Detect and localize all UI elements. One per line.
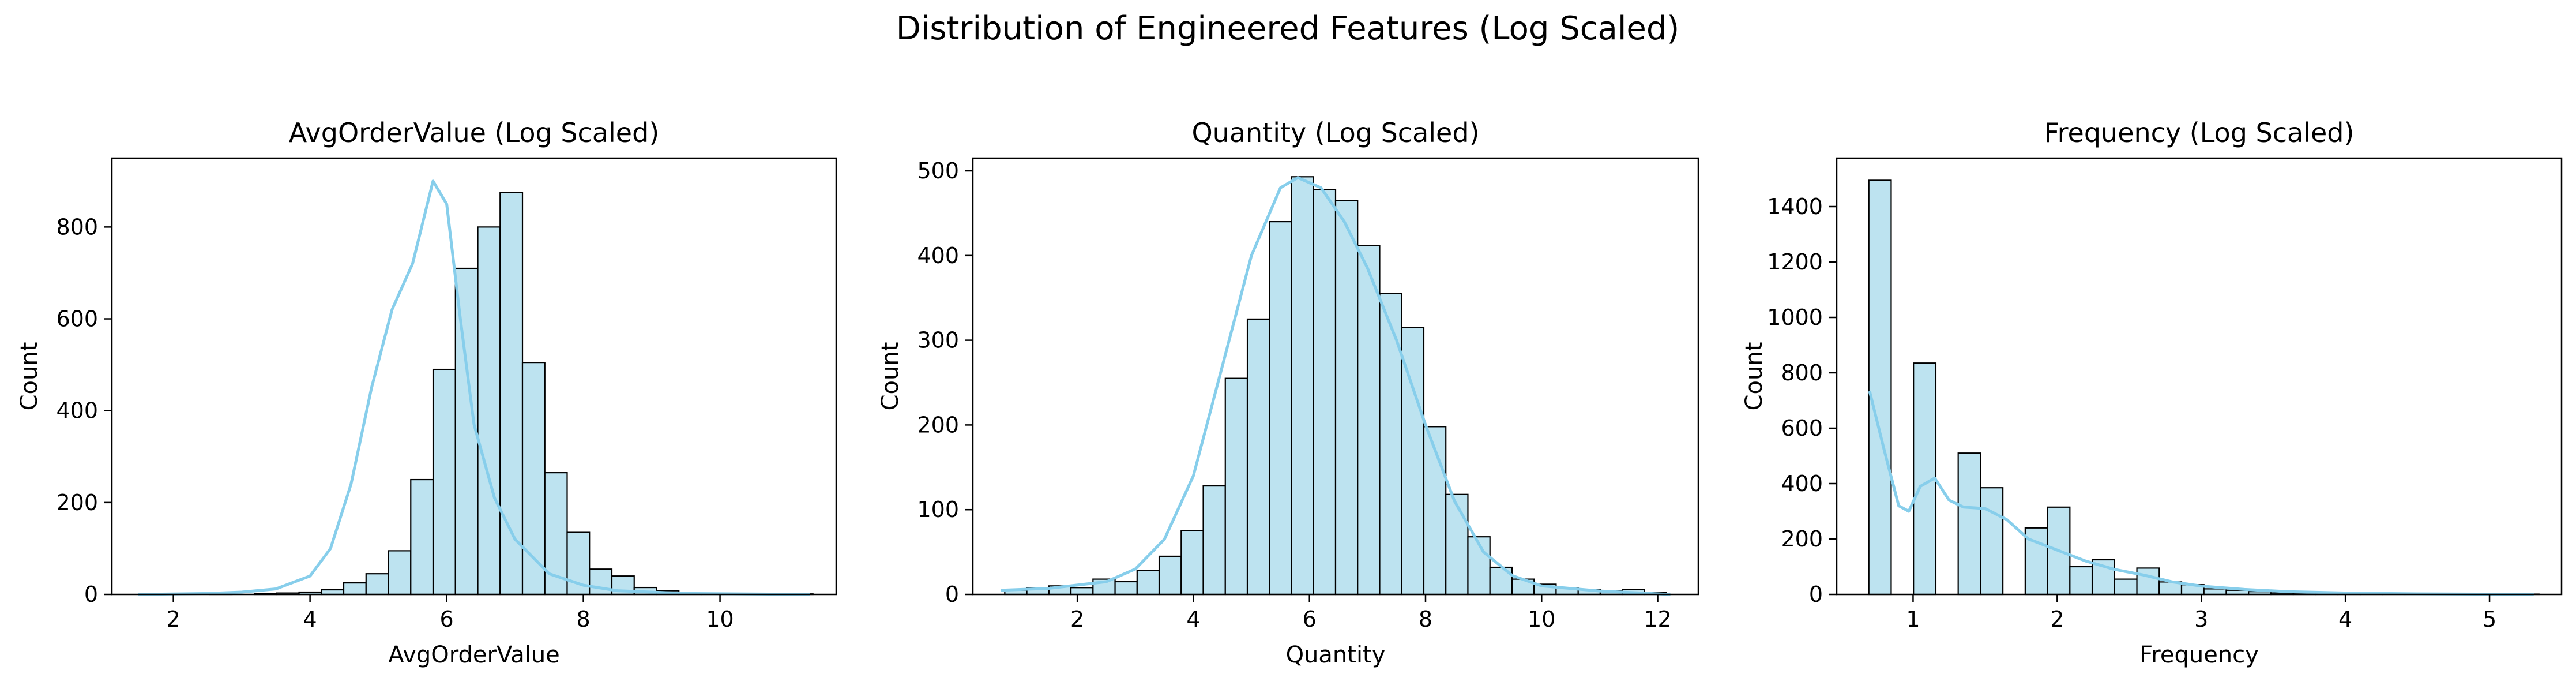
y-tick-label: 300 (917, 328, 959, 353)
y-tick-label: 200 (917, 412, 959, 437)
figure-title: Distribution of Engineered Features (Log… (896, 10, 1680, 47)
x-tick-label: 2 (167, 607, 180, 632)
y-tick-label: 400 (56, 398, 98, 424)
kde-line (1000, 176, 1671, 596)
x-tick-label: 6 (440, 607, 454, 632)
x-tick-label: 4 (2338, 607, 2352, 632)
y-tick-label: 100 (917, 497, 959, 522)
histogram-bar (1313, 189, 1337, 596)
histogram-bar (1980, 487, 2004, 596)
y-tick-label: 1400 (1767, 194, 1823, 219)
y-tick-label: 600 (1781, 416, 1823, 441)
histogram-bar (1269, 220, 1292, 596)
histogram-bar (1379, 293, 1402, 596)
histogram-bars (1004, 176, 1667, 596)
y-axis-label: Count (877, 342, 904, 411)
subplot-title: Frequency (Log Scaled) (2044, 117, 2355, 148)
histogram-bar (1246, 318, 1270, 596)
x-axis-label: Frequency (2139, 642, 2259, 668)
axes-frame (1836, 157, 2563, 596)
x-axis-label: AvgOrderValue (388, 642, 560, 668)
histogram-bar (2136, 567, 2160, 596)
x-tick-label: 4 (303, 607, 317, 632)
x-tick-label: 5 (2483, 607, 2496, 632)
subplot-title: Quantity (Log Scaled) (1191, 117, 1479, 148)
histogram-bar (1070, 587, 1094, 596)
histogram-bar (388, 550, 412, 596)
histogram-bar (1868, 179, 1892, 596)
x-tick-label: 1 (1906, 607, 1920, 632)
histogram-bar (432, 368, 456, 596)
y-tick-label: 400 (1781, 471, 1823, 496)
kde-line (137, 179, 811, 596)
y-tick-label: 200 (56, 490, 98, 515)
x-tick-label: 3 (2194, 607, 2208, 632)
x-tick-label: 2 (1070, 607, 1084, 632)
y-tick-label: 500 (917, 158, 959, 184)
y-tick-label: 1200 (1767, 249, 1823, 275)
x-tick-label: 8 (576, 607, 590, 632)
histogram-bar (1957, 452, 1981, 596)
histogram-bar (1445, 493, 1469, 596)
y-tick-label: 0 (1809, 582, 1823, 607)
y-tick-label: 1000 (1767, 305, 1823, 330)
x-tick-label: 10 (706, 607, 734, 632)
kde-line (1868, 391, 2534, 596)
x-tick-label: 2 (2050, 607, 2064, 632)
x-tick-label: 8 (1419, 607, 1432, 632)
y-tick-label: 0 (945, 582, 959, 607)
histogram-bar (499, 192, 524, 596)
histogram-bar (410, 478, 434, 596)
histogram-bars (1868, 179, 2540, 596)
histogram-bar (1180, 530, 1204, 596)
subplot-frequency: 1 2 3 4 5 0 200 400 600 800 1000 1200 1400 Frequency … (1741, 117, 2563, 668)
axes-frame (972, 157, 1699, 596)
x-tick-label: 10 (1528, 607, 1555, 632)
histogram-bar (1357, 245, 1381, 596)
y-tick-label: 0 (84, 582, 98, 607)
y-tick-label: 400 (917, 243, 959, 268)
y-tick-label: 200 (1781, 526, 1823, 552)
histogram-bar (2203, 588, 2227, 596)
y-tick-label: 600 (56, 306, 98, 332)
subplot-quantity: 2 4 6 8 10 12 0 100 200 300 400 500 Quantity (Log Sc… (877, 117, 1699, 668)
histogram-bar (365, 573, 389, 596)
histogram-bar (1291, 176, 1314, 596)
y-axis-label: Count (16, 342, 43, 411)
histogram-bar (2114, 578, 2138, 596)
histogram-bars (142, 192, 814, 596)
x-tick-label: 6 (1303, 607, 1317, 632)
histogram-bar (1158, 555, 1182, 596)
x-tick-label: 12 (1644, 607, 1671, 632)
histogram-bar (1202, 485, 1226, 596)
histogram-bar (1334, 200, 1359, 596)
histogram-bar (1114, 581, 1138, 596)
histogram-bar (1136, 570, 1160, 596)
y-axis-label: Count (1741, 342, 1768, 411)
histogram-bar (343, 582, 367, 596)
y-tick-label: 800 (56, 214, 98, 239)
histogram-bar (1224, 377, 1248, 596)
x-axis-label: Quantity (1286, 642, 1386, 668)
y-tick-label: 800 (1781, 360, 1823, 385)
histogram-bar (477, 226, 501, 596)
subplot-avgordervalue: 2 4 6 8 10 0 200 400 600 800 AvgOrderValue (Log Sc… (16, 117, 837, 668)
x-tick-label: 4 (1186, 607, 1200, 632)
histogram-bar (2069, 566, 2093, 596)
axes-frame (111, 157, 837, 596)
subplot-title: AvgOrderValue (Log Scaled) (289, 117, 660, 148)
